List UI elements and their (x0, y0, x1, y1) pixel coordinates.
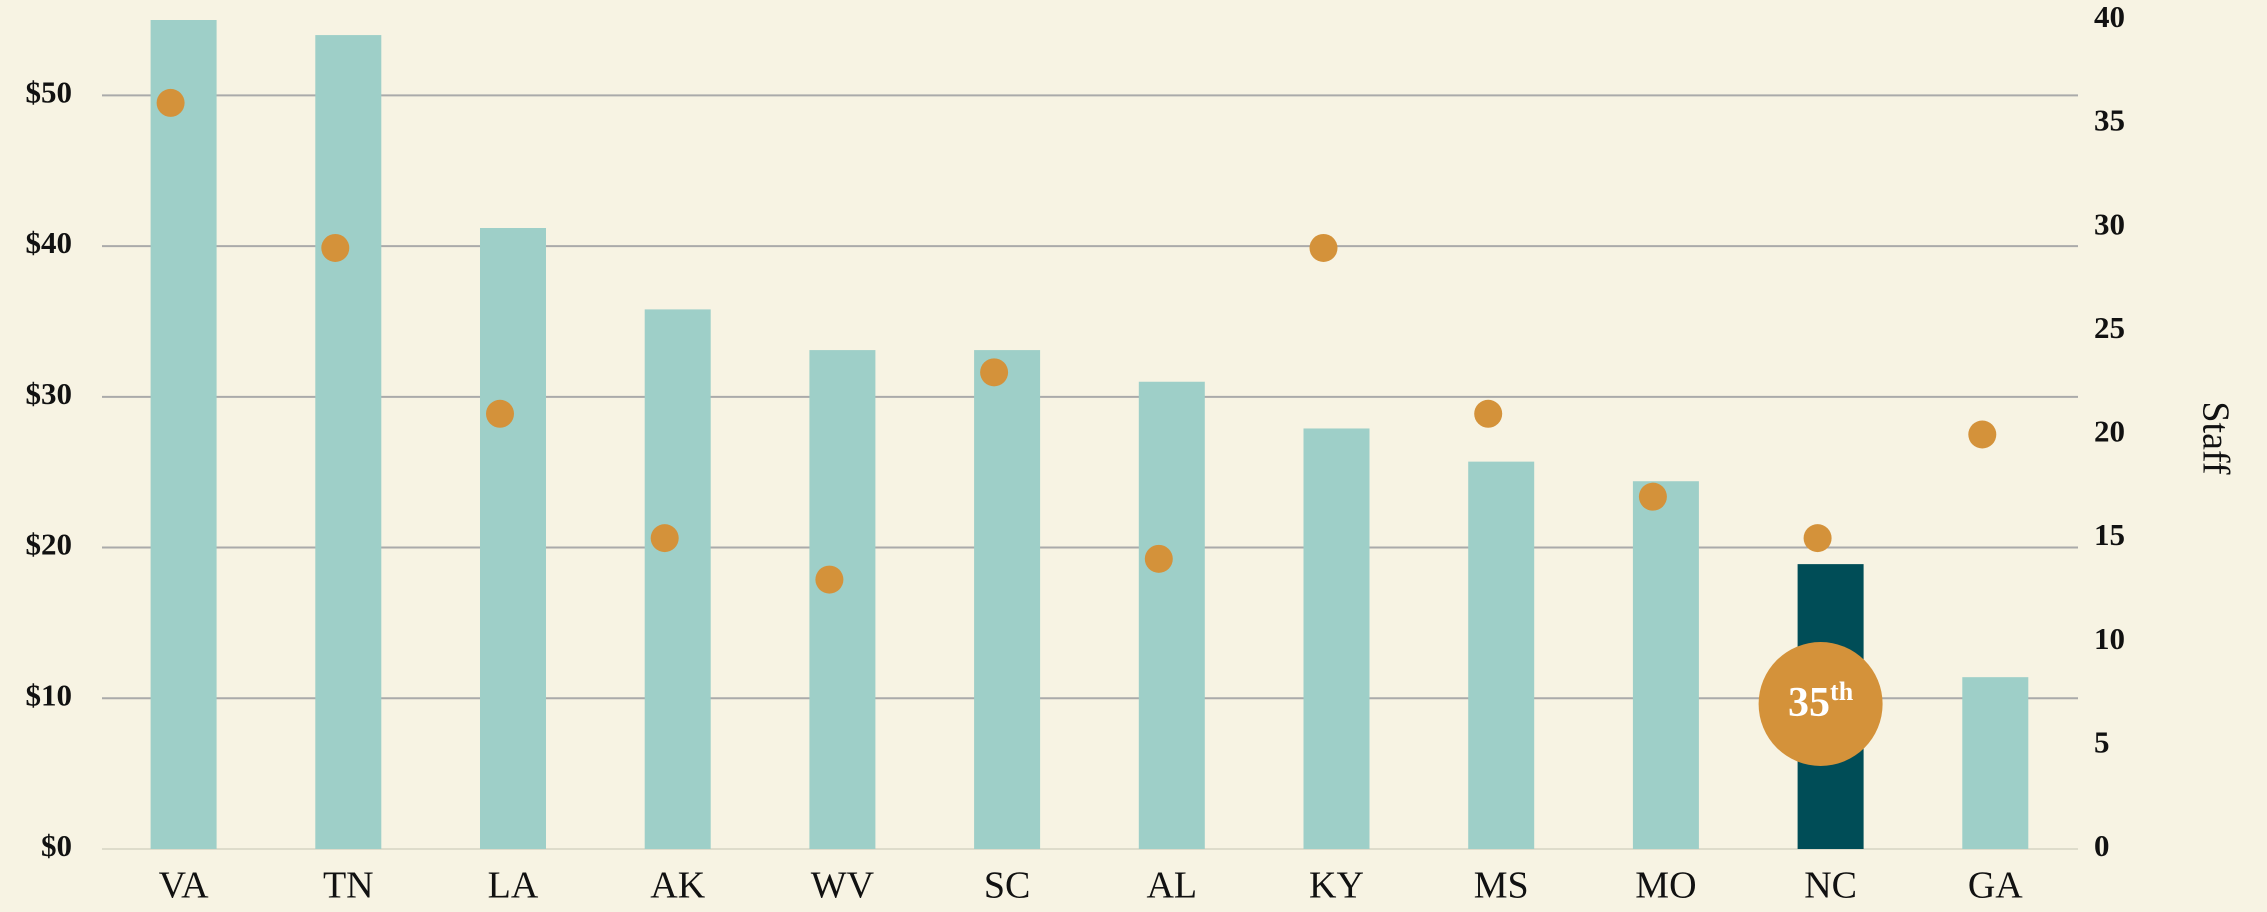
y-tick-label: $20 (26, 527, 73, 562)
y2-axis-label: Staff (2194, 401, 2236, 475)
y2-tick-label: 40 (2094, 0, 2125, 34)
y2-tick-label: 20 (2094, 414, 2125, 449)
y2-tick-label: 5 (2094, 724, 2110, 759)
bar (1632, 481, 1699, 849)
y-tick-label: $0 (41, 828, 72, 863)
dot (980, 358, 1009, 387)
x-tick-label: AK (650, 865, 705, 907)
y2-tick-label: 0 (2094, 828, 2110, 863)
dot (1968, 420, 1997, 449)
bar (809, 350, 876, 849)
dot (486, 399, 514, 428)
y-tick-label: $30 (26, 376, 73, 411)
bar (480, 228, 546, 849)
dot (1638, 482, 1667, 511)
x-tick-label: GA (1968, 865, 2023, 907)
dot (1474, 399, 1503, 428)
y2-tick-label: 10 (2094, 621, 2125, 656)
bar (1138, 381, 1205, 849)
bar (1468, 461, 1535, 849)
y2-tick-label: 15 (2094, 517, 2125, 552)
bar (1962, 677, 2029, 849)
dot (650, 524, 679, 553)
bar (644, 309, 711, 849)
x-tick-label: VA (159, 865, 210, 907)
dot (815, 565, 844, 594)
annotation-ordinal: th (1830, 677, 1854, 706)
y-tick-label: $40 (26, 225, 73, 260)
annotation-text: 35th (1788, 677, 1854, 726)
x-tick-label: WV (811, 865, 875, 907)
bar (315, 35, 382, 849)
x-tick-label: KY (1309, 865, 1364, 907)
y2-tick-label: 25 (2094, 310, 2125, 345)
x-tick-label: MS (1474, 865, 1529, 907)
x-tick-label: LA (488, 865, 539, 907)
x-tick-label: NC (1804, 865, 1857, 907)
dot (156, 88, 185, 117)
dot (1803, 524, 1832, 553)
dot (1309, 233, 1338, 262)
bar (1303, 428, 1370, 849)
x-tick-label: SC (984, 865, 1030, 907)
dot (1144, 544, 1173, 573)
x-tick-label: AL (1146, 865, 1197, 907)
y2-tick-label: 30 (2094, 206, 2125, 241)
x-tick-label: MO (1635, 865, 1696, 907)
y-tick-label: $50 (26, 74, 73, 109)
y2-tick-label: 35 (2094, 103, 2125, 138)
annotation-badge (1758, 642, 1883, 766)
bar (974, 350, 1041, 849)
x-tick-label: TN (323, 865, 374, 907)
y-tick-label: $10 (26, 677, 73, 712)
bar (150, 20, 217, 849)
dot (321, 233, 350, 262)
annotation-number: 35 (1788, 680, 1830, 726)
